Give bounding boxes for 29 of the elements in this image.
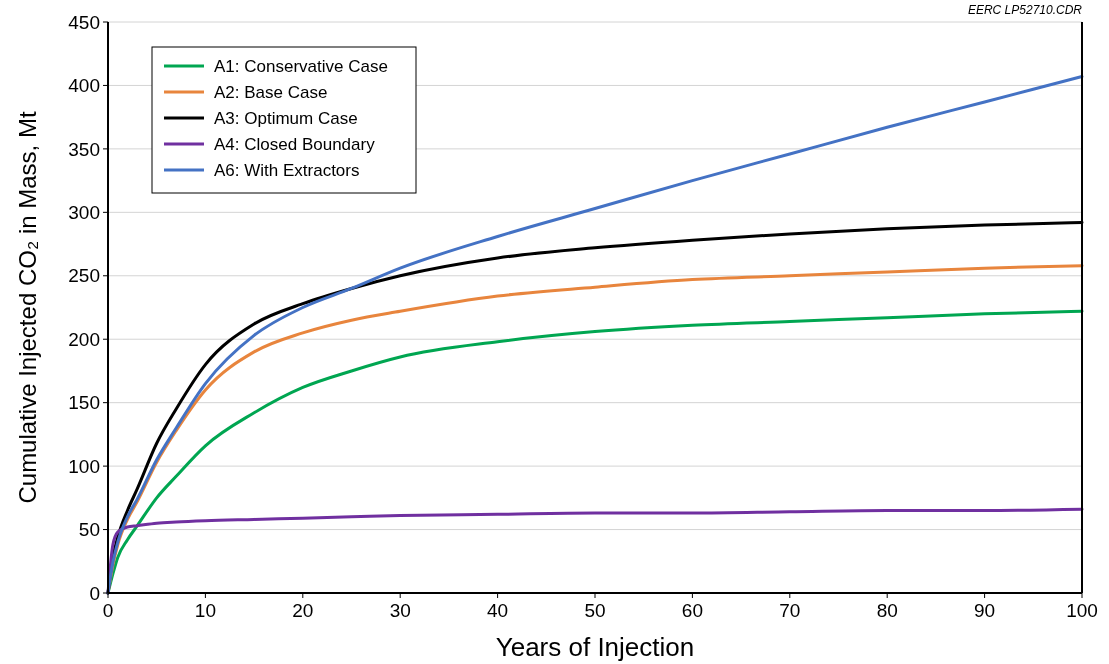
y-tick-label: 400 (68, 75, 100, 97)
y-axis-title: Cumulative Injected CO₂ in Mass, Mt (14, 111, 41, 504)
y-tick-label: 0 (89, 582, 100, 604)
x-axis-title: Years of Injection (495, 632, 695, 662)
y-tick-label: 450 (68, 11, 100, 33)
x-tick-label: 80 (876, 600, 898, 621)
x-tick-label: 100 (1066, 600, 1098, 621)
x-tick-label: 10 (194, 600, 216, 621)
x-tick-label: 90 (974, 600, 996, 621)
y-tick-label: 150 (68, 392, 100, 414)
legend-label: A2: Base Case (214, 82, 328, 102)
x-tick-label: 40 (487, 600, 509, 621)
legend-label: A1: Conservative Case (214, 56, 388, 76)
x-tick-label: 70 (779, 600, 801, 621)
y-tick-label: 100 (68, 455, 100, 477)
legend-label: A4: Closed Boundary (214, 134, 376, 154)
x-tick-label: 30 (389, 600, 411, 621)
x-tick-label: 50 (584, 600, 606, 621)
x-tick-label: 60 (681, 600, 703, 621)
y-tick-label: 350 (68, 138, 100, 160)
legend-label: A3: Optimum Case (214, 108, 358, 128)
y-tick-label: 50 (78, 519, 100, 541)
x-tick-label: 0 (102, 600, 114, 621)
text: EERC LP52710.CDR (967, 3, 1083, 17)
y-tick-label: 250 (68, 265, 100, 287)
y-tick-label: 200 (68, 328, 100, 350)
legend-label: A6: With Extractors (214, 160, 360, 180)
y-tick-label: 300 (68, 201, 100, 223)
x-tick-label: 20 (292, 600, 314, 621)
